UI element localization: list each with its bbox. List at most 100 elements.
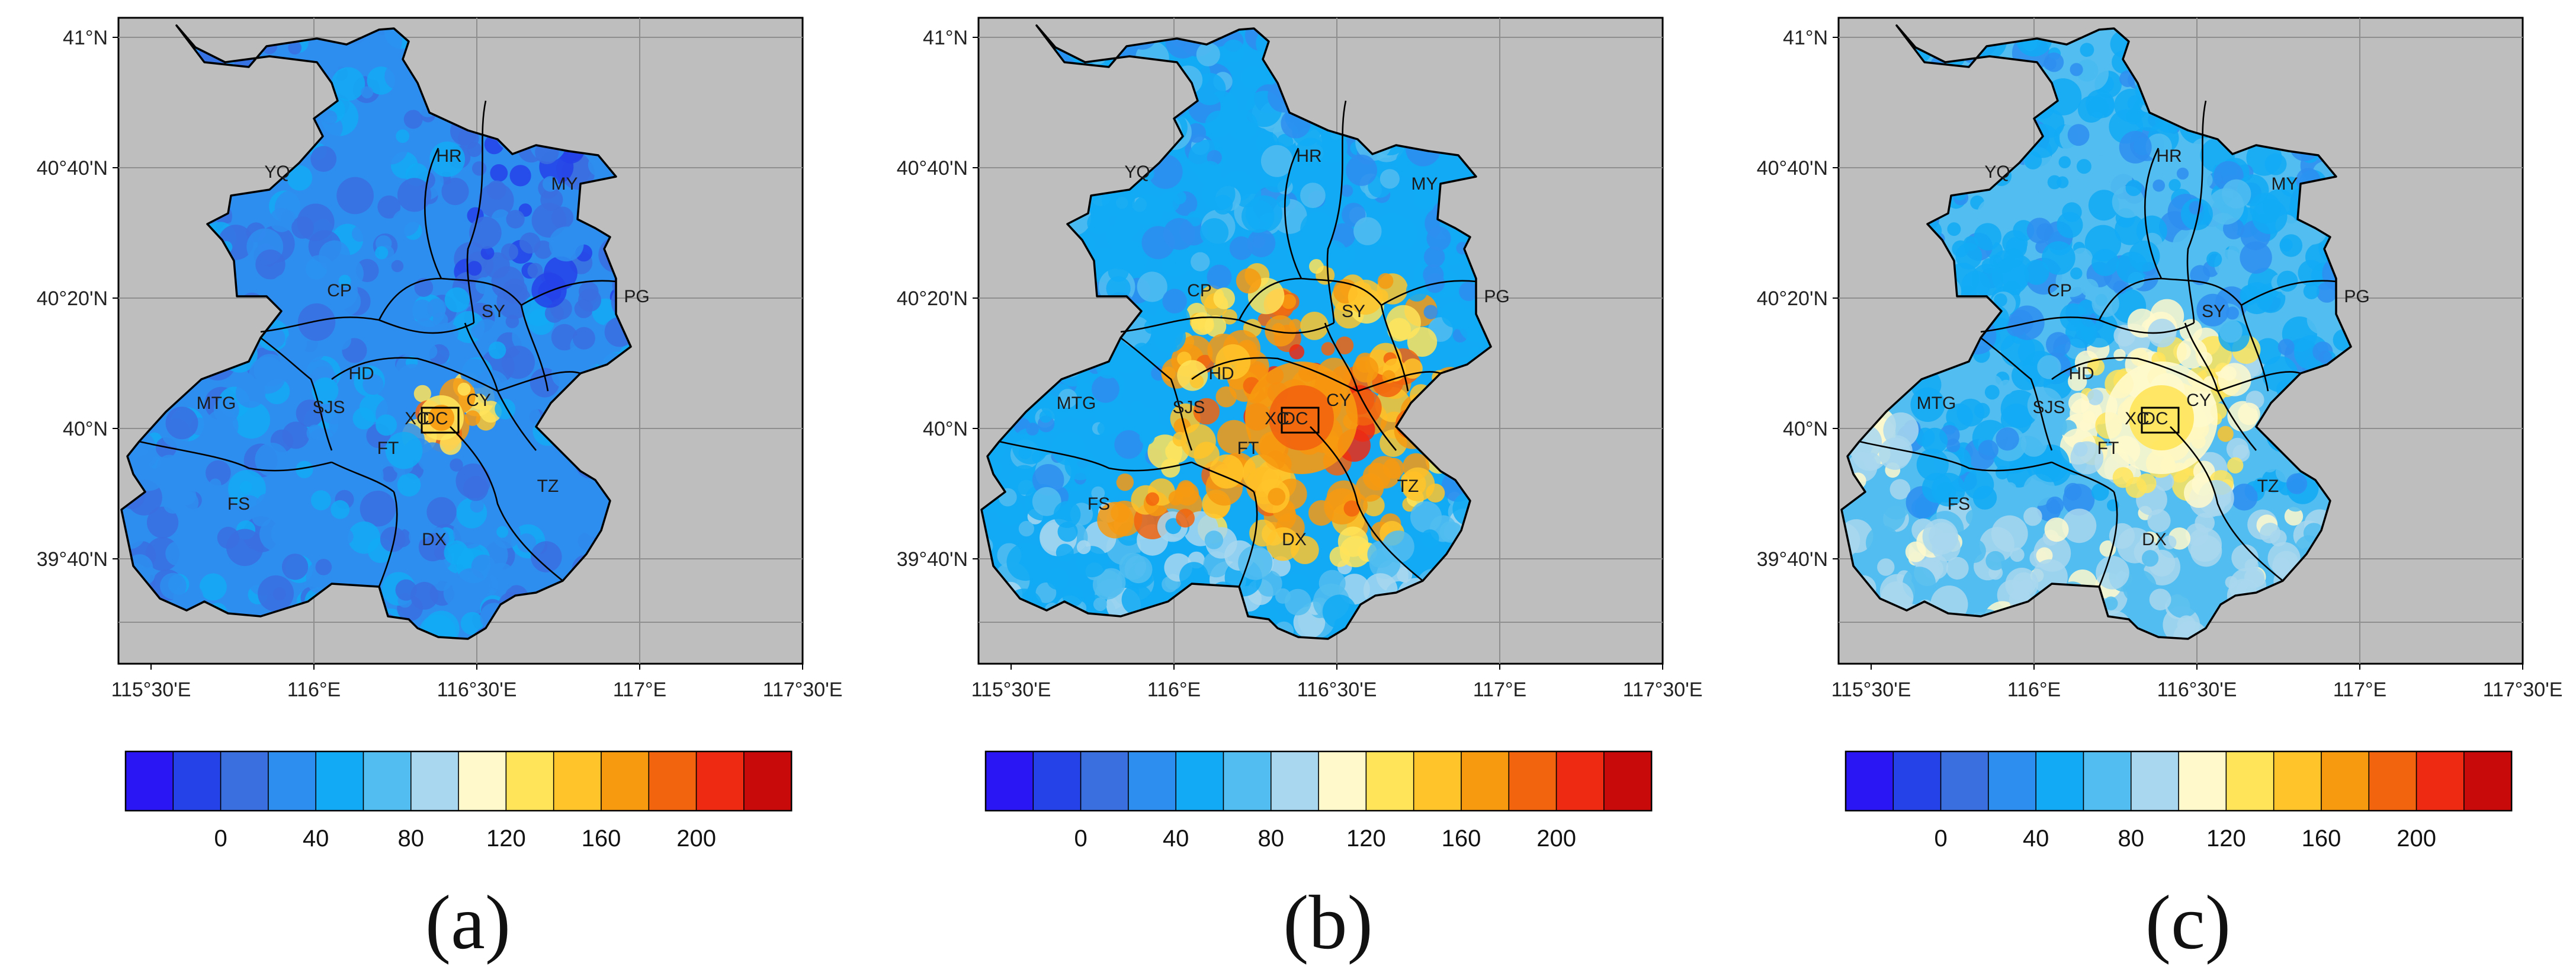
district-boundary (1284, 148, 1303, 279)
district-boundary (1380, 280, 1477, 392)
district-label-cp: CP (327, 281, 352, 300)
lon-tick-label: 115°30'E (1831, 679, 1911, 701)
colorbar-cell (985, 751, 1034, 811)
district-boundary (1310, 426, 1423, 582)
colorbar-tick-label: 40 (1163, 826, 1189, 852)
district-label-yq: YQ (1984, 162, 2010, 182)
district-label-sy: SY (2202, 302, 2225, 321)
district-boundary (464, 322, 499, 392)
district-boundary (1326, 100, 1347, 324)
lon-tick-label: 116°30'E (2157, 679, 2237, 701)
district-label-tz: TZ (1397, 476, 1419, 496)
district-label-fs: FS (1948, 494, 1970, 514)
colorbar-cell (743, 751, 792, 811)
colorbar-cell (362, 751, 412, 811)
district-label-cy: CY (466, 391, 491, 410)
lon-tick-label: 116°30'E (437, 679, 517, 701)
colorbar-cell (2131, 751, 2179, 811)
colorbar-cell (1555, 751, 1605, 811)
district-boundary (139, 440, 332, 472)
panel-a: YQ HR MY CP SY PG HD MTG SJS XC DC CY FT FS DX TZ 115°30… (0, 0, 859, 979)
colorbar: 0 40 80 120 160 200 (124, 750, 793, 852)
lon-tick-label: 117°E (1473, 679, 1526, 701)
district-label-my: MY (551, 174, 578, 194)
district-label-dc: DC (1282, 409, 1308, 428)
colorbar-cell (2083, 751, 2132, 811)
district-label-xc: XC (405, 409, 429, 428)
lon-tick-label: 117°30'E (763, 679, 843, 701)
colorbar-cell (315, 751, 364, 811)
district-label-dc: DC (2142, 409, 2168, 428)
district-label-cp: CP (1187, 281, 1212, 300)
colorbar-tick-label: 0 (1934, 826, 1947, 852)
lat-tick-label: 40°N (923, 418, 968, 440)
district-boundary (2240, 280, 2337, 392)
district-label-mtg: MTG (1057, 393, 1096, 413)
colorbar-tick-label: 160 (582, 826, 621, 852)
lon-tick-label: 117°30'E (2483, 679, 2563, 701)
lat-tick-label: 40°40'N (897, 157, 968, 180)
lon-tick-label: 117°30'E (1623, 679, 1703, 701)
colorbar-cell (553, 751, 602, 811)
colorbar-cell (1508, 751, 1557, 811)
district-label-cp: CP (2047, 281, 2072, 300)
district-boundary (2186, 100, 2207, 324)
district-boundary (1120, 316, 1334, 334)
lat-tick-label: 40°20'N (37, 287, 108, 310)
district-boundary (1238, 491, 1258, 587)
district-label-yq: YQ (1124, 162, 1150, 182)
colorbar-cell (1175, 751, 1224, 811)
district-boundary (2144, 148, 2163, 279)
lat-tick-label: 39°40'N (1757, 548, 1828, 571)
colorbar-cell (505, 751, 554, 811)
lat-tick-label: 40°20'N (1757, 287, 1828, 310)
lon-tick-label: 116°E (1147, 679, 1201, 701)
colorbar-cell (220, 751, 269, 811)
colorbar-frame (1844, 750, 2513, 812)
district-label-dx: DX (1282, 530, 1307, 549)
panel-caption: (a) (425, 880, 511, 965)
district-boundary (260, 337, 333, 451)
colorbar-tick-label: 160 (2302, 826, 2341, 852)
district-boundary (331, 461, 394, 493)
district-label-dc: DC (422, 409, 448, 428)
district-boundary (2141, 407, 2180, 434)
district-label-pg: PG (624, 287, 649, 306)
district-boundary (1120, 337, 1193, 451)
colorbar-tick-label: 120 (2206, 826, 2246, 852)
colorbar-tick-label: 80 (398, 826, 425, 852)
district-label-mtg: MTG (197, 393, 236, 413)
district-label-hd: HD (1208, 364, 1234, 383)
district-boundary (331, 357, 498, 392)
district-boundary (424, 148, 442, 279)
district-boundary (1980, 337, 2053, 451)
colorbar-cell (2273, 751, 2322, 811)
colorbar-tick-label: 80 (2118, 826, 2145, 852)
district-boundary (2216, 391, 2257, 451)
colorbar-cell (1940, 751, 1989, 811)
district-label-fs: FS (1087, 494, 1110, 514)
colorbar-frame (124, 750, 793, 812)
colorbar-cell (2368, 751, 2417, 811)
colorbar-cell (2225, 751, 2275, 811)
lat-tick-label: 40°N (63, 418, 108, 440)
district-boundary (450, 426, 563, 582)
district-label-hr: HR (436, 146, 461, 166)
district-label-cy: CY (2186, 391, 2211, 410)
colorbar-cell (458, 751, 507, 811)
colorbar: 0 40 80 120 160 200 (984, 750, 1653, 852)
district-boundary (2098, 277, 2243, 321)
district-label-pg: PG (2344, 287, 2369, 306)
district-boundary (2098, 491, 2118, 587)
district-label-xc: XC (2125, 409, 2150, 428)
lat-tick-label: 39°40'N (897, 548, 968, 571)
lat-tick-label: 40°N (1783, 418, 1828, 440)
panel-b: YQ HR MY CP SY PG HD MTG SJS XC DC CY FT FS DX TZ 115°30… (860, 0, 1719, 979)
colorbar-cell (1461, 751, 1510, 811)
lat-tick-label: 41°N (1783, 27, 1828, 49)
district-boundary (1980, 316, 2195, 334)
district-boundary (260, 316, 474, 334)
district-boundary (1281, 407, 1320, 434)
